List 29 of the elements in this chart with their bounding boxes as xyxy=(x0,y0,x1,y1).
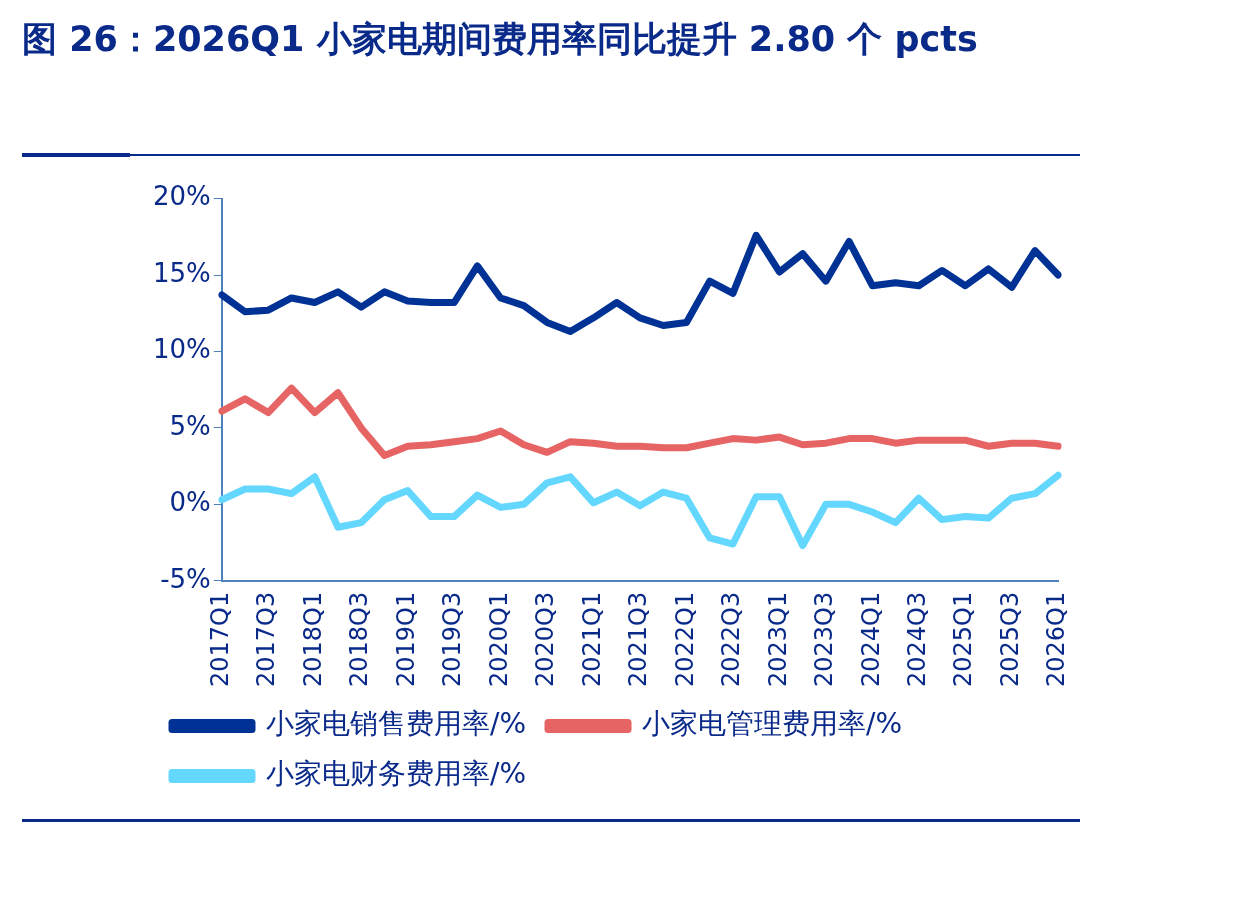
x-tick-label: 2026Q1 xyxy=(1042,591,1071,688)
x-tick-label: 2023Q1 xyxy=(763,591,792,688)
legend-label: 小家电销售费用率/% xyxy=(266,707,527,741)
x-tick-label: 2021Q1 xyxy=(577,591,606,688)
x-tick-label: 2018Q1 xyxy=(298,591,327,688)
y-tick-label: 5% xyxy=(169,410,211,441)
x-tick-label: 2017Q3 xyxy=(252,591,281,688)
x-tick-label: 2020Q3 xyxy=(531,591,560,688)
x-tick-label: 2019Q1 xyxy=(391,591,420,688)
x-tick-label: 2022Q3 xyxy=(717,591,746,688)
y-tick-label: 0% xyxy=(169,487,211,518)
chart-title: 图 26：2026Q1 小家电期间费用率同比提升 2.80 个 pcts xyxy=(22,18,979,61)
x-tick-label: 2021Q3 xyxy=(624,591,653,688)
x-tick-label: 2025Q1 xyxy=(949,591,978,688)
x-tick-label: 2025Q3 xyxy=(995,591,1024,688)
x-tick-label: 2024Q1 xyxy=(856,591,885,688)
y-tick-label: 10% xyxy=(152,334,211,365)
legend-label: 小家电管理费用率/% xyxy=(642,707,903,741)
y-tick-label: -5% xyxy=(160,563,211,594)
x-tick-label: 2023Q3 xyxy=(810,591,839,688)
x-tick-label: 2024Q3 xyxy=(903,591,932,688)
x-tick-label: 2017Q1 xyxy=(206,591,235,688)
x-tick-label: 2019Q3 xyxy=(438,591,467,688)
y-tick-label: 20% xyxy=(152,181,211,212)
y-tick-label: 15% xyxy=(152,257,211,288)
x-tick-label: 2022Q1 xyxy=(670,591,699,688)
legend-label: 小家电财务费用率/% xyxy=(266,757,527,791)
x-tick-label: 2018Q3 xyxy=(345,591,374,688)
x-tick-label: 2020Q1 xyxy=(484,591,513,688)
